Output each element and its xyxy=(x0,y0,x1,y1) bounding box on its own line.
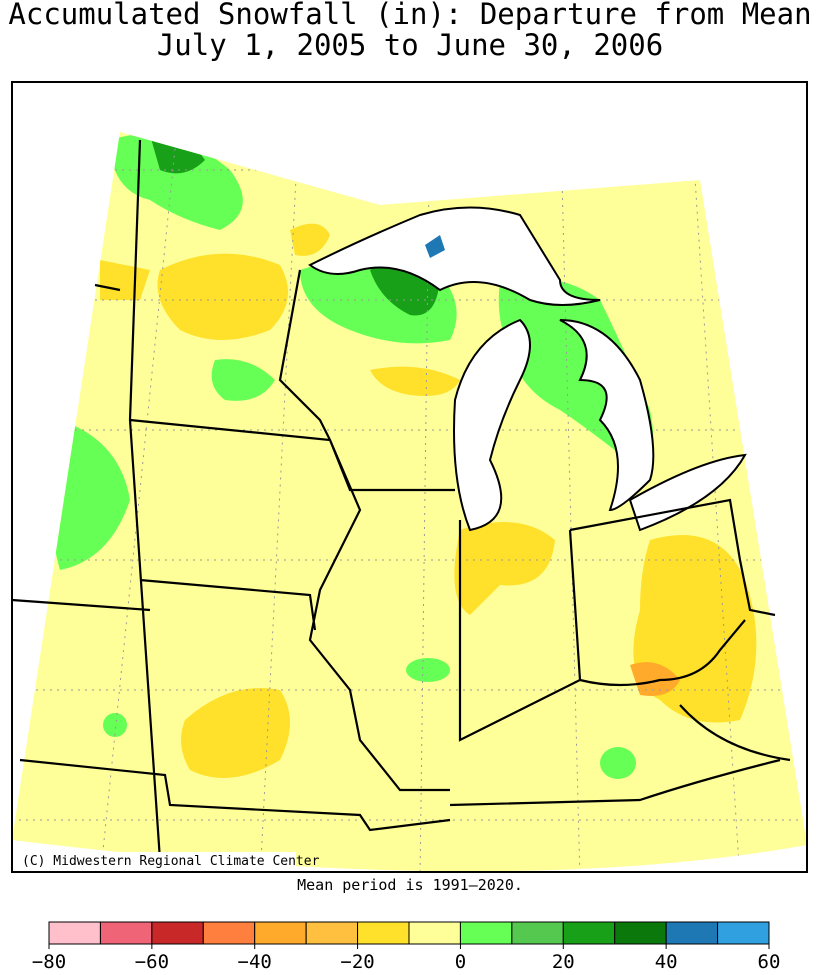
tick-label: −60 xyxy=(135,951,169,973)
color-box xyxy=(99,921,153,945)
credit: (C) Midwestern Regional Climate Center xyxy=(22,854,320,869)
tick-label: −40 xyxy=(238,951,272,973)
tick-label: 40 xyxy=(655,951,678,973)
color-box xyxy=(254,921,307,945)
color-box xyxy=(151,921,204,945)
color-box xyxy=(511,921,564,945)
tick-label: 60 xyxy=(758,951,781,973)
color-box xyxy=(48,921,101,945)
color-box xyxy=(717,921,770,945)
colorbar: −80 −60 −40 −20 0 20 40 60 xyxy=(32,921,781,973)
color-box xyxy=(202,921,256,945)
color-box xyxy=(305,921,359,945)
tick-label: −20 xyxy=(340,951,374,973)
footnote: Mean period is 1991–2020. xyxy=(297,876,523,894)
color-box xyxy=(614,921,667,945)
color-box xyxy=(665,921,719,945)
color-box xyxy=(459,921,513,945)
color-box xyxy=(562,921,616,945)
map: (C) Midwestern Regional Climate Center xyxy=(11,81,808,873)
title: Accumulated Snowfall (in): Departure fro… xyxy=(8,0,811,31)
color-box xyxy=(408,921,461,945)
subtitle: July 1, 2005 to June 30, 2006 xyxy=(157,28,663,62)
tick-label: −80 xyxy=(32,951,66,973)
tick-label: 0 xyxy=(455,951,466,973)
color-box xyxy=(357,921,410,945)
tick-label: 20 xyxy=(552,951,575,973)
